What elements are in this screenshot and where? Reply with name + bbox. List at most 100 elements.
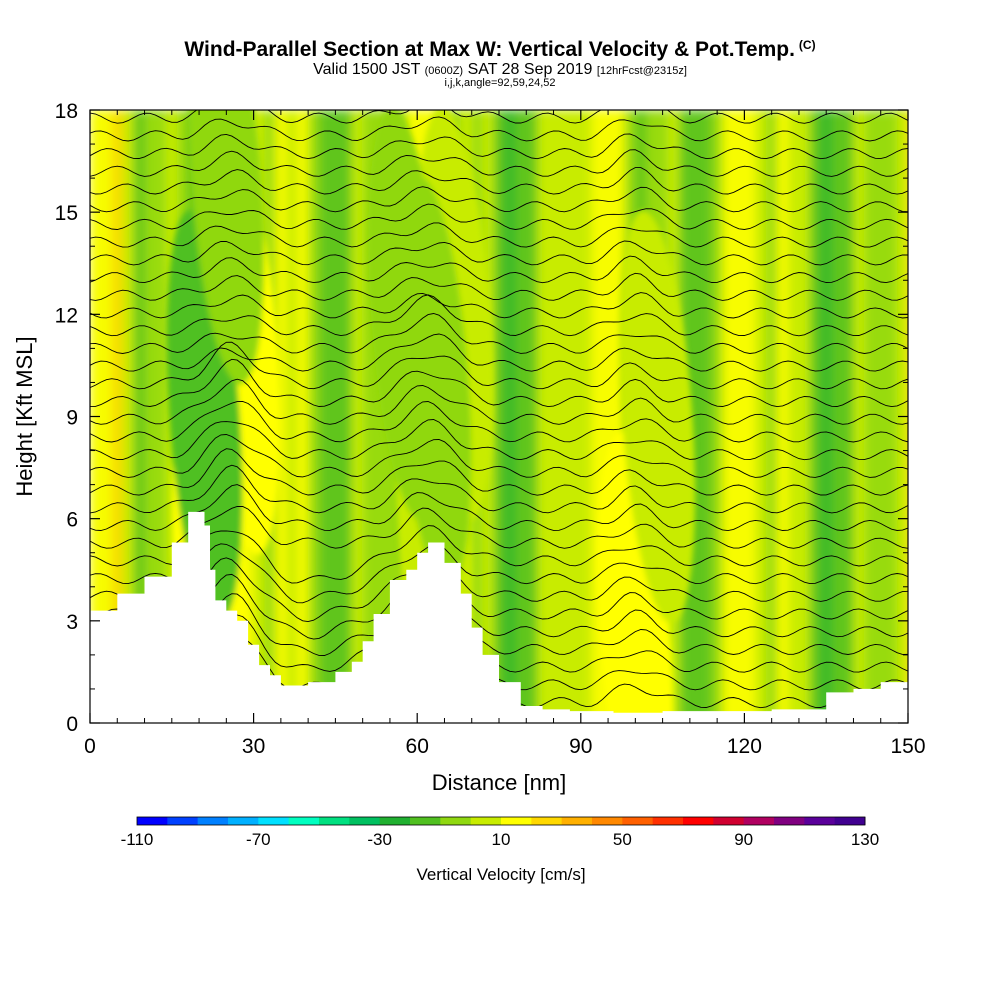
colorbar-swatch [197,817,229,825]
colorbar-swatch [501,817,532,825]
x-tick-label: 0 [84,735,96,758]
field-band [548,110,560,723]
field-band [798,110,811,723]
colorbar-swatch [319,817,350,825]
isentrope-line [90,358,908,408]
colorbar-tick-label: 130 [851,830,879,849]
colorbar-tick-label: -70 [246,830,271,849]
updraft-core [619,210,696,623]
isentrope-line [90,313,908,354]
chart-title-text: Wind-Parallel Section at Max W: Vertical… [184,38,795,61]
colorbar-swatch [774,817,805,825]
colorbar-swatch [258,817,290,825]
isentrope-line [90,448,908,496]
field-band [711,110,724,723]
isentrope-line [90,186,908,213]
isentrope-contours [90,61,908,723]
copyright-mark: (C) [798,38,816,52]
y-tick-label: 3 [66,611,78,634]
isentrope-line [90,222,908,248]
y-tick-label: 12 [55,304,78,327]
isentrope-line [90,401,908,443]
colorbar-swatch [592,817,623,825]
field-band [526,110,539,723]
field-band [777,110,790,723]
field-band [689,110,702,723]
isentrope-line [90,434,908,478]
isentrope-line [90,484,908,532]
x-tick-label: 150 [890,735,925,758]
field-band [755,110,768,723]
isentrope-line [90,255,908,284]
x-tick-label: 60 [406,735,429,758]
colorbar-tick-label: -110 [121,830,154,849]
field-band [613,110,626,723]
isentrope-line [90,543,908,604]
colorbar-swatch [137,817,168,825]
y-tick-label: 9 [66,407,78,430]
field-band [308,110,321,723]
valid-prefix: Valid 1500 JST [313,61,421,78]
section-params: i,j,k,angle=92,59,24,52 [0,77,1000,89]
isentrope-line [90,203,908,230]
colorbar-label: Vertical Velocity [cm/s] [416,865,585,884]
isentrope-line [90,294,908,337]
field-band [155,110,168,723]
x-tick-label: 30 [242,735,265,758]
valid-time-line: Valid 1500 JST (0600Z) SAT 28 Sep 2019 [… [0,61,1000,79]
axes: 0 30 60 90 120 150 0 3 6 9 12 15 18 Distance [nm] Heig… [12,100,926,795]
field-band [820,110,833,723]
field-band [853,110,866,723]
field-band [733,110,746,723]
colorbar-swatch [167,817,199,825]
isentrope-line [90,240,908,266]
isentrope-line [90,61,908,88]
y-tick-label: 18 [55,100,78,123]
isentrope-line [90,525,908,584]
field-band [286,110,299,723]
isentrope-line [90,116,908,142]
field-band [340,110,353,723]
y-tick-label: 15 [55,202,78,225]
forecast-info: [12hrFcst@2315z] [596,65,687,77]
isentrope-line [90,272,908,301]
isentrope-line [90,80,908,105]
field-band [809,110,822,723]
chart-title: Wind-Parallel Section at Max W: Vertical… [0,38,1000,62]
field-band [319,110,331,723]
isentrope-line [90,133,908,160]
field-band [504,110,517,723]
isentrope-line [90,149,908,177]
x-tick-label: 90 [569,735,592,758]
field-band [569,110,582,723]
colorbar-swatch [622,817,654,825]
colorbar-swatch [804,817,836,825]
colorbar-swatch [683,817,714,825]
colorbar-swatch [410,817,441,825]
field-band [122,110,135,723]
x-tick-label: 120 [727,735,762,758]
field-band [100,110,113,723]
isentrope-line [90,593,908,656]
field-band [297,110,310,723]
colorbar-swatch [561,817,593,825]
field-band [831,110,844,723]
isentrope-line [90,419,908,461]
terrain-mask [90,511,908,723]
isentrope-line [90,341,908,390]
field-band [722,110,735,723]
field-band [886,110,899,723]
field-band [329,110,342,723]
colorbar-swatch [743,817,775,825]
y-axis-label: Height [Kft MSL] [12,336,37,496]
field-band [558,110,571,723]
field-band [362,110,375,723]
colorbar-swatch [228,817,259,825]
colorbar-tick-label: 50 [613,830,632,849]
field-band [144,110,157,723]
isentrope-line [90,378,908,425]
downdraft-core [395,176,472,589]
colorbar-swatch [470,817,502,825]
isentrope-line [90,292,908,319]
